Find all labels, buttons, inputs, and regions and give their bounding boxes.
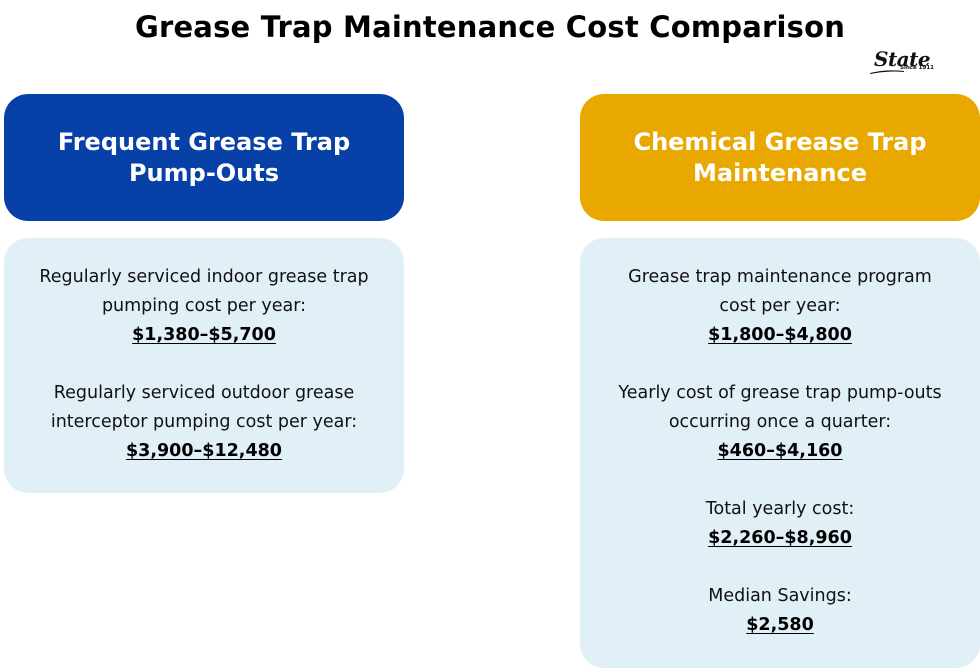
cost-label: Grease trap maintenance program [628,267,932,287]
header-frequent-pump-outs: Frequent Grease Trap Pump-Outs [4,94,404,221]
panel-frequent-pump-outs: Regularly serviced indoor grease trap pu… [4,238,404,493]
cost-price: $3,900–$12,480 [126,441,282,461]
cost-label: Median Savings: [708,586,852,606]
cost-item-outdoor-interceptor: Regularly serviced outdoor grease interc… [4,379,404,466]
page-title: Grease Trap Maintenance Cost Comparison [134,10,846,44]
cost-price: $1,380–$5,700 [132,325,276,345]
cost-price: $2,260–$8,960 [708,528,852,548]
cost-label: Regularly serviced indoor grease trap [39,267,369,287]
cost-label: Regularly serviced outdoor grease [53,383,355,403]
cost-price: $1,800–$4,800 [708,325,852,345]
cost-price: $2,580 [746,615,814,635]
logo-tagline: Since 1911 [900,65,934,71]
cost-label: pumping cost per year: [101,296,307,316]
cost-item-maintenance-program: Grease trap maintenance program cost per… [580,263,980,350]
panel-chemical-maintenance: Grease trap maintenance program cost per… [580,238,980,668]
cost-label: interceptor pumping cost per year: [50,412,358,432]
logo-swoosh-icon [870,70,904,74]
cost-label: Total yearly cost: [705,499,855,519]
header-line: Pump-Outs [128,158,280,187]
state-logo: State Since 1911 [870,47,934,75]
header-line: Maintenance [692,158,867,187]
logo-wordmark: State [874,47,931,71]
header-chemical-maintenance: Chemical Grease Trap Maintenance [580,94,980,221]
cost-item-median-savings: Median Savings: $2,580 [580,582,980,640]
cost-item-quarterly-pump-outs: Yearly cost of grease trap pump-outs occ… [580,379,980,466]
cost-label: occurring once a quarter: [668,412,892,432]
cost-price: $460–$4,160 [717,441,843,461]
cost-label: cost per year: [719,296,841,316]
cost-item-total-yearly: Total yearly cost: $2,260–$8,960 [580,495,980,553]
cost-label: Yearly cost of grease trap pump-outs [618,383,942,403]
cost-item-indoor-trap: Regularly serviced indoor grease trap pu… [4,263,404,350]
header-line: Frequent Grease Trap [57,127,351,156]
header-line: Chemical Grease Trap [633,127,927,156]
